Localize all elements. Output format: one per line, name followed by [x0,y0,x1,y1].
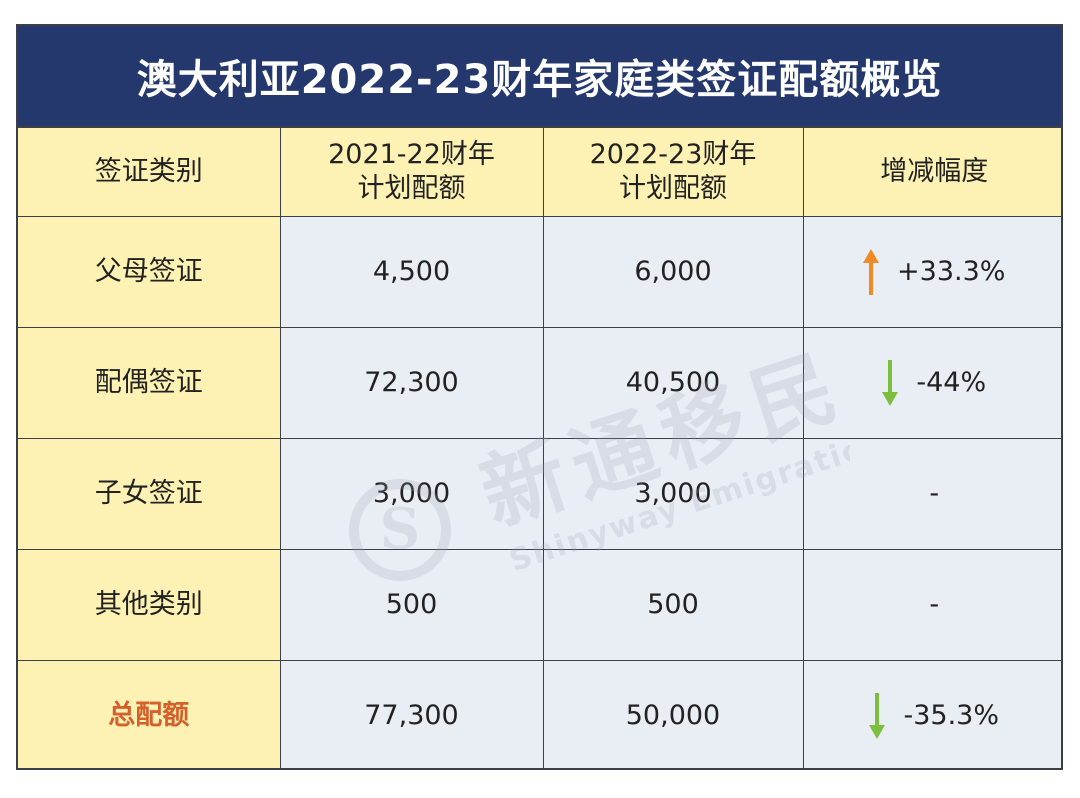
row-fy2122: 4,500 [279,216,544,328]
header-change: 增减幅度 [802,128,1061,217]
row-fy2122: 500 [279,549,544,661]
row-change: -44% [802,327,1061,439]
row-fy2223: 6,000 [542,216,804,328]
row-change-value: -44% [916,367,987,398]
row-change: - [802,438,1061,550]
row-category: 父母签证 [18,216,281,328]
header-fy2223-line1: 2022-23财年 [589,139,757,170]
quota-table-frame: 澳大利亚2022-23财年家庭类签证配额概览 签证类别 2021-22财年 计划… [16,24,1063,770]
row-category: 子女签证 [18,438,281,550]
row-fy2223: 3,000 [542,438,804,550]
row-fy2122: 72,300 [279,327,544,439]
row-change: -35.3% [802,660,1061,768]
header-fy2223: 2022-23财年 计划配额 [542,128,804,217]
table-row: 其他类别 500 500 - [18,549,1061,661]
header-fy2122: 2021-22财年 计划配额 [279,128,544,217]
table-row: 配偶签证 72,300 40,500 -44% [18,327,1061,439]
row-category: 配偶签证 [18,327,281,439]
quota-table: 签证类别 2021-22财年 计划配额 2022-23财年 计划配额 增减幅度 … [18,128,1061,768]
table-row: 父母签证 4,500 6,000 +33.3% [18,216,1061,328]
row-change: +33.3% [802,216,1061,328]
table-header-row: 签证类别 2021-22财年 计划配额 2022-23财年 计划配额 增减幅度 [18,128,1061,217]
row-fy2223: 40,500 [542,327,804,439]
table-row: 子女签证 3,000 3,000 - [18,438,1061,550]
header-fy2223-line2: 计划配额 [619,173,727,204]
row-change: - [802,549,1061,661]
header-fy2122-line2: 计划配额 [357,173,466,204]
table-row-total: 总配额 77,300 50,000 -35.3% [18,660,1061,768]
arrow-down-icon [869,693,886,739]
row-fy2122: 3,000 [279,438,544,550]
page-title: 澳大利亚2022-23财年家庭类签证配额概览 [18,26,1061,128]
row-change-value: -35.3% [903,700,999,731]
row-change-value: +33.3% [897,256,1006,287]
arrow-up-icon [863,249,880,295]
row-fy2223: 50,000 [542,660,804,768]
row-category-total: 总配额 [18,660,281,768]
header-fy2122-line1: 2021-22财年 [328,139,495,170]
header-category: 签证类别 [18,128,281,217]
row-fy2223: 500 [542,549,804,661]
arrow-down-icon [882,360,899,406]
row-fy2122: 77,300 [279,660,544,768]
row-category: 其他类别 [18,549,281,661]
